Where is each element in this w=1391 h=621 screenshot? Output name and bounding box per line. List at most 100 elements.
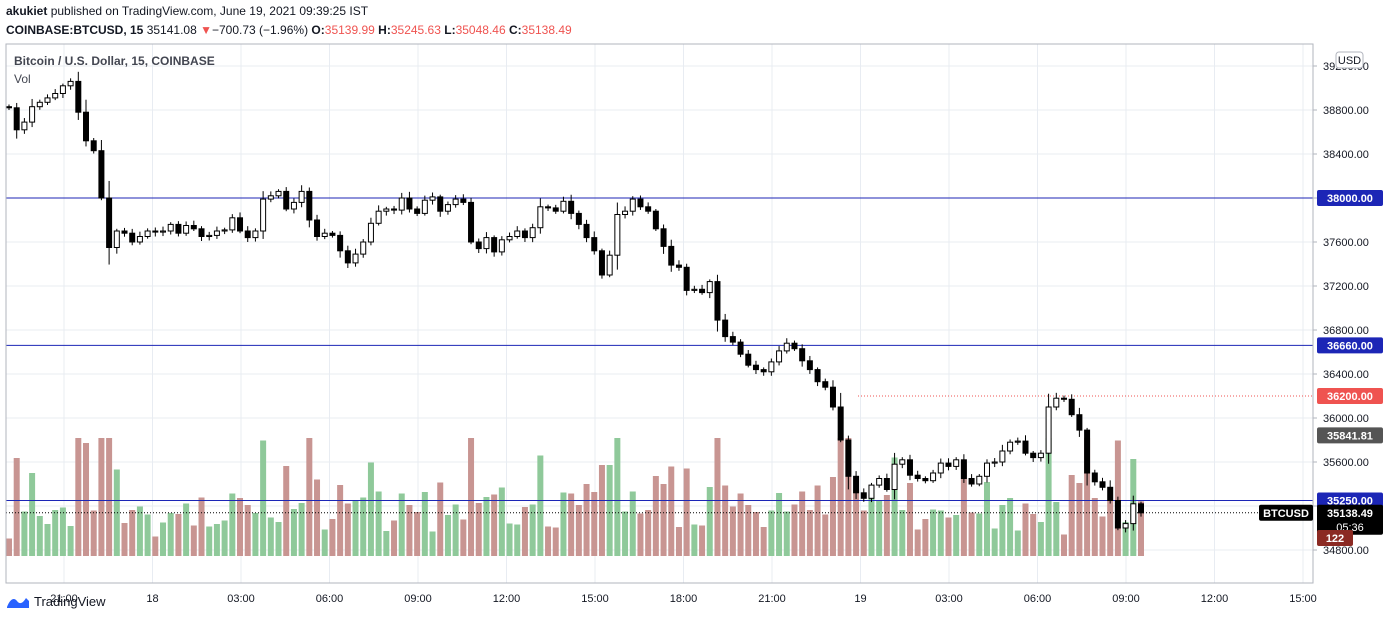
volume-label: Vol (14, 72, 31, 86)
volume-bar (614, 438, 621, 556)
volume-bar (90, 510, 97, 556)
volume-bar (129, 510, 136, 556)
last-price-tag (1317, 504, 1383, 535)
volume-bar (999, 505, 1006, 556)
volume-bar (213, 524, 220, 556)
volume-bar (298, 503, 305, 556)
candle-body (1045, 406, 1052, 454)
candle-body (783, 342, 790, 352)
volume-bar (260, 440, 267, 556)
volume-bar (537, 455, 544, 556)
publisher-name[interactable]: akukiet (6, 4, 48, 18)
candle-body (891, 463, 898, 491)
volume-bar (229, 493, 236, 556)
volume-bar (737, 493, 744, 556)
volume-bar (706, 487, 713, 556)
candle-body (937, 462, 944, 474)
candle-body (98, 150, 105, 199)
symbol-tag-label: BTCUSD (1263, 508, 1309, 520)
volume-bar (1060, 534, 1067, 556)
volume-bar (652, 476, 659, 556)
candle-body (629, 198, 636, 212)
candle-body (113, 230, 120, 248)
x-tick-label: 15:00 (581, 593, 609, 605)
candle-body (521, 230, 528, 239)
candle-body (683, 266, 690, 291)
symbol-tag (1259, 504, 1313, 521)
published-text: published on TradingView.com, June 19, 2… (50, 4, 369, 18)
x-tick-label: 03:00 (227, 593, 255, 605)
candle-body (722, 319, 729, 338)
volume-bar (1122, 522, 1129, 556)
candle-body (283, 190, 290, 210)
volume-bar (1076, 483, 1083, 556)
candle-body (529, 227, 536, 239)
candle-body (876, 478, 883, 486)
candle-body (991, 461, 998, 464)
footer: TradingView (6, 594, 106, 609)
currency-button-label[interactable]: USD (1338, 55, 1361, 67)
tradingview-logo-icon[interactable] (6, 595, 30, 609)
volume-bar (483, 497, 490, 556)
x-tick-label: 21:00 (50, 593, 78, 605)
candle-body (945, 462, 952, 467)
candle-body (729, 336, 736, 343)
hline-tag (1317, 492, 1383, 509)
volume-bar (745, 505, 752, 556)
volume-bar (675, 527, 682, 556)
candle-body (591, 237, 598, 252)
candle-body (437, 196, 444, 212)
hline-tag-label: 36660.00 (1327, 340, 1373, 352)
candle-body (1037, 452, 1044, 459)
candle-body (860, 492, 867, 499)
candle-body (568, 200, 575, 214)
candle-body (375, 210, 382, 224)
last-price-label: 35138.49 (1327, 508, 1373, 520)
volume-bar (945, 517, 952, 556)
axes (5, 43, 1317, 584)
publish-line: akukiet published on TradingView.com, Ju… (6, 3, 572, 19)
volume-bar (776, 493, 783, 556)
volume-bar (560, 492, 567, 556)
candle-body (314, 219, 321, 237)
volume-bar (768, 510, 775, 556)
red-price-tag-label: 36200.00 (1327, 391, 1373, 403)
volume-bar (144, 514, 151, 556)
y-tick-label: 36400.00 (1323, 369, 1369, 381)
volume-bar (21, 511, 28, 556)
volume-bar (883, 495, 890, 556)
price-tags: 38000.00 36660.00 35250.00 36200.00 35841.81… (1259, 51, 1383, 546)
volume-bar (1138, 501, 1144, 556)
volume-bar (1007, 498, 1014, 556)
candle-body (383, 208, 390, 212)
candle-body (853, 475, 860, 494)
hline-tag-label: 35250.00 (1327, 496, 1373, 508)
x-tick-label: 09:00 (404, 593, 432, 605)
candle-body (136, 236, 143, 243)
candle-body (960, 459, 967, 479)
candle-body (983, 462, 990, 477)
candle-body (121, 230, 128, 234)
candle-body (275, 190, 282, 197)
candle-body (968, 478, 975, 485)
candle-body (106, 197, 113, 248)
candle-body (290, 201, 297, 210)
volume-bar (914, 529, 921, 556)
candle-body (83, 111, 90, 142)
candle-body (1107, 486, 1114, 501)
candle-body (190, 225, 197, 230)
volume-bar (983, 482, 990, 556)
x-tick-label: 06:00 (1024, 593, 1052, 605)
candle-body (675, 264, 682, 268)
volume-bar (799, 491, 806, 556)
candle-body (552, 207, 559, 212)
volume-bar (167, 513, 174, 556)
candle-body (144, 230, 151, 237)
x-tick-label: 18 (146, 593, 158, 605)
volume-bar (421, 492, 428, 556)
candle-body (1068, 398, 1075, 416)
brand-name[interactable]: TradingView (34, 594, 106, 609)
symbol-label[interactable]: COINBASE:BTCUSD, 15 (6, 23, 144, 37)
volume-bar (160, 522, 167, 556)
